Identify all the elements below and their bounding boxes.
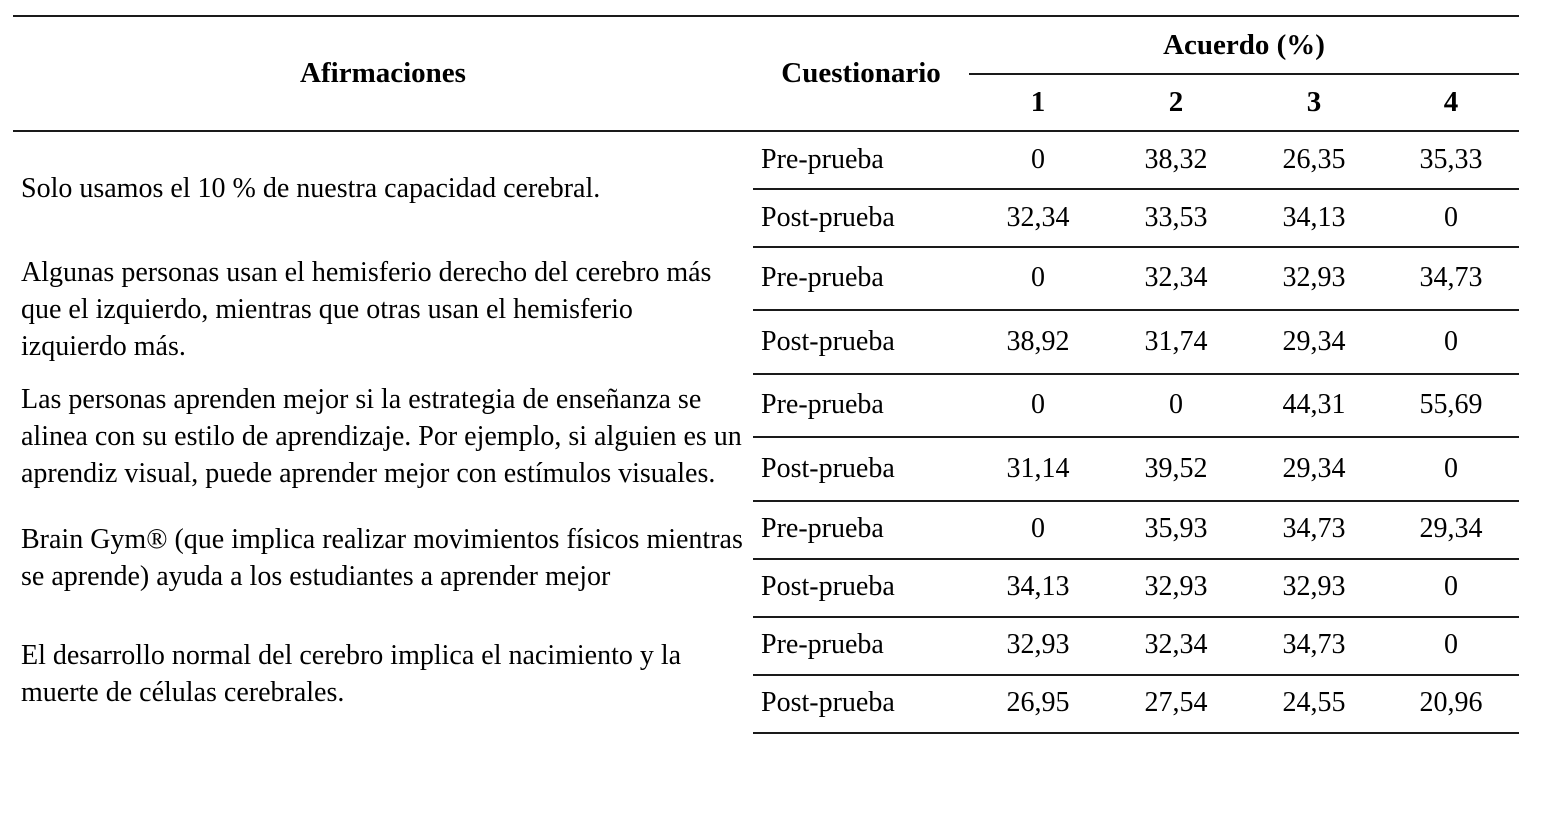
value-cell: 24,55 (1245, 674, 1383, 734)
value-cell: 0 (969, 247, 1107, 312)
results-table-container: Afirmaciones Cuestionario Acuerdo (%) 1 … (13, 15, 1520, 734)
questionnaire-label-pre: Pre-prueba (753, 616, 969, 676)
value-cell: 38,32 (1107, 131, 1245, 190)
value-cell: 34,13 (1245, 189, 1383, 248)
column-header-level-2: 2 (1107, 74, 1245, 132)
value-cell: 32,34 (969, 189, 1107, 248)
value-cell: 26,35 (1245, 131, 1383, 190)
table-row: Solo usamos el 10 % de nuestra capacidad… (13, 131, 1520, 204)
value-cell: 0 (969, 131, 1107, 190)
value-cell: 55,69 (1383, 373, 1520, 439)
value-cell: 29,34 (1245, 437, 1383, 502)
column-header-cuestionario: Cuestionario (753, 15, 969, 132)
table-row: Post-prueba 26,95 27,54 24,55 20,96 (13, 674, 1520, 734)
table-row: Las personas aprenden mejor si la estrat… (13, 373, 1520, 489)
value-cell: 32,93 (1107, 558, 1245, 618)
statement-cell: El desarrollo normal del cerebro implica… (21, 639, 682, 708)
statement-cell: Brain Gym® (que implica realizar movimie… (21, 523, 743, 592)
table-row: Post-prueba 34,13 32,93 32,93 0 (13, 558, 1520, 618)
questionnaire-label-pre: Pre-prueba (753, 131, 969, 190)
table-row: Post-prueba 31,14 39,52 29,34 0 (13, 437, 1520, 502)
value-cell: 32,34 (1107, 616, 1245, 676)
statement-cell: Solo usamos el 10 % de nuestra capacidad… (21, 173, 601, 205)
column-header-level-4: 4 (1383, 74, 1520, 132)
questionnaire-label-post: Post-prueba (753, 558, 969, 618)
value-cell: 31,14 (969, 437, 1107, 502)
table-row: El desarrollo normal del cerebro implica… (13, 616, 1520, 708)
column-header-level-3: 3 (1245, 74, 1383, 132)
questionnaire-label-post: Post-prueba (753, 310, 969, 375)
questionnaire-label-pre: Pre-prueba (753, 247, 969, 312)
column-header-afirmaciones: Afirmaciones (13, 15, 753, 132)
value-cell: 27,54 (1107, 674, 1245, 734)
value-cell: 33,53 (1107, 189, 1245, 248)
value-cell: 34,73 (1245, 500, 1383, 560)
value-cell: 0 (1383, 310, 1520, 375)
value-cell: 34,13 (969, 558, 1107, 618)
table-row: Post-prueba 38,92 31,74 29,34 0 (13, 310, 1520, 375)
value-cell: 0 (969, 373, 1107, 439)
questionnaire-label-pre: Pre-prueba (753, 500, 969, 560)
value-cell: 0 (1383, 437, 1520, 502)
statement-cell: Las personas aprenden mejor si la estrat… (21, 383, 742, 489)
value-cell: 0 (969, 500, 1107, 560)
value-cell: 32,93 (1245, 558, 1383, 618)
table-row: Brain Gym® (que implica realizar movimie… (13, 500, 1520, 592)
value-cell: 44,31 (1245, 373, 1383, 439)
table-row: Post-prueba 32,34 33,53 34,13 0 (13, 189, 1520, 248)
value-cell: 31,74 (1107, 310, 1245, 375)
value-cell: 32,34 (1107, 247, 1245, 312)
value-cell: 39,52 (1107, 437, 1245, 502)
questionnaire-label-post: Post-prueba (753, 674, 969, 734)
column-header-acuerdo: Acuerdo (%) (969, 15, 1520, 75)
column-header-level-1: 1 (969, 74, 1107, 132)
questionnaire-label-post: Post-prueba (753, 437, 969, 502)
table-row: Algunas personas usan el hemisferio dere… (13, 247, 1520, 362)
value-cell: 0 (1107, 373, 1245, 439)
questionnaire-label-pre: Pre-prueba (753, 373, 969, 439)
value-cell: 32,93 (969, 616, 1107, 676)
value-cell: 35,33 (1383, 131, 1520, 190)
neuromyth-agreement-table: Afirmaciones Cuestionario Acuerdo (%) 1 … (13, 15, 1520, 734)
questionnaire-label-post: Post-prueba (753, 189, 969, 248)
value-cell: 0 (1383, 558, 1520, 618)
value-cell: 38,92 (969, 310, 1107, 375)
statement-cell: Algunas personas usan el hemisferio dere… (21, 257, 712, 362)
value-cell: 34,73 (1383, 247, 1520, 312)
value-cell: 29,34 (1245, 310, 1383, 375)
value-cell: 20,96 (1383, 674, 1520, 734)
value-cell: 0 (1383, 189, 1520, 248)
value-cell: 29,34 (1383, 500, 1520, 560)
value-cell: 26,95 (969, 674, 1107, 734)
value-cell: 34,73 (1245, 616, 1383, 676)
value-cell: 35,93 (1107, 500, 1245, 560)
value-cell: 0 (1383, 616, 1520, 676)
value-cell: 32,93 (1245, 247, 1383, 312)
